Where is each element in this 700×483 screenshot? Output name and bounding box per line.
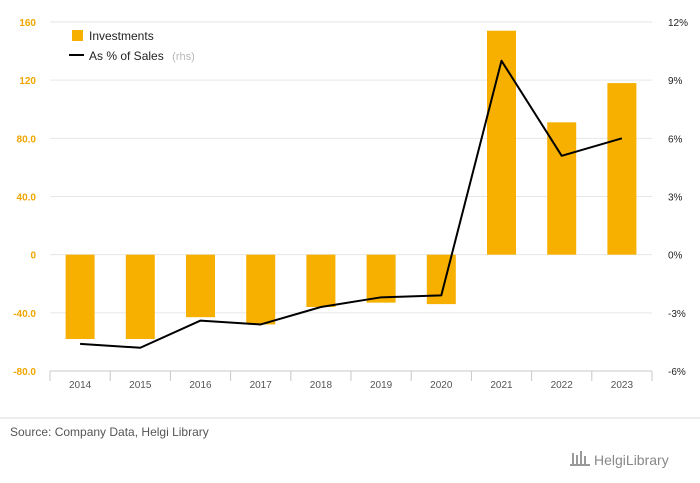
right-tick-label: 3% — [668, 193, 683, 204]
right-tick-label: 6% — [668, 134, 683, 145]
investment-bars — [65, 30, 637, 340]
left-tick-label: 40.0 — [17, 193, 37, 204]
left-tick-label: -80.0 — [13, 367, 36, 378]
legend: Investments As % of Sales (rhs) — [69, 29, 195, 64]
right-tick-label: 12% — [668, 18, 688, 29]
x-axis: 2014 2015 2016 2017 2018 2019 2020 2021 2022 2023 — [49, 370, 653, 391]
x-tick-label: 2016 — [189, 380, 212, 391]
right-tick-label: -6% — [668, 367, 686, 378]
investment-bar — [125, 254, 155, 340]
left-tick-label: -40.0 — [13, 309, 36, 320]
left-tick-label: 0 — [30, 251, 36, 262]
left-tick-label: 160 — [19, 18, 36, 29]
x-tick-label: 2022 — [551, 380, 574, 391]
pct-of-sales-line — [80, 59, 623, 349]
right-tick-label: 0% — [668, 251, 683, 262]
brand-logo: HelgiLibrary — [570, 451, 669, 468]
legend-label-pct: As % of Sales — [89, 49, 164, 63]
left-tick-label: 80.0 — [17, 134, 37, 145]
investment-bar — [306, 254, 336, 308]
investment-bar — [65, 254, 95, 340]
x-tick-label: 2017 — [250, 380, 273, 391]
investment-bar — [547, 122, 577, 255]
investment-bar — [186, 254, 215, 318]
x-tick-label: 2021 — [490, 380, 513, 391]
investment-bar — [487, 30, 516, 255]
left-tick-label: 120 — [19, 76, 36, 87]
svg-text:As % of Sales (rhs): As % of Sales (rhs) — [89, 47, 195, 64]
left-axis: 160 120 80.0 40.0 0 -40.0 -80.0 — [13, 18, 36, 378]
pct-of-sales-polyline — [80, 59, 623, 349]
x-tick-label: 2019 — [370, 380, 393, 391]
legend-rhs-note: (rhs) — [172, 51, 195, 63]
x-tick-label: 2014 — [69, 380, 92, 391]
x-tick-label: 2015 — [129, 380, 152, 391]
investment-bar — [366, 254, 396, 303]
right-tick-label: -3% — [668, 309, 686, 320]
investment-bar — [607, 83, 637, 255]
x-tick-label: 2023 — [611, 380, 634, 391]
x-tick-label: 2020 — [430, 380, 453, 391]
brand-name: HelgiLibrary — [594, 452, 669, 468]
library-icon — [570, 451, 590, 466]
legend-swatch-investments — [72, 30, 83, 41]
right-tick-label: 9% — [668, 76, 683, 87]
investment-bar — [246, 254, 276, 325]
right-axis: 12% 9% 6% 3% 0% -3% -6% — [668, 18, 688, 378]
source-note: Source: Company Data, Helgi Library — [10, 425, 209, 439]
legend-label-investments: Investments — [89, 29, 154, 43]
x-tick-label: 2018 — [310, 380, 333, 391]
